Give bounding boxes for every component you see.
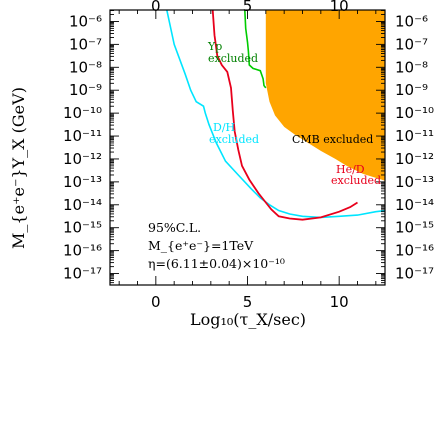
y-tick-label-right: 10⁻¹⁶ [395, 242, 434, 260]
y-tick-label: 10⁻¹⁴ [63, 196, 102, 214]
y-tick-label: 10⁻¹⁵ [63, 219, 102, 237]
y-tick-label-right: 10⁻¹⁷ [395, 265, 434, 283]
y-tick-label-right: 10⁻¹¹ [395, 127, 434, 145]
y-tick-label: 10⁻⁸ [69, 58, 102, 76]
y-tick-label-right: 10⁻¹⁴ [395, 196, 434, 214]
cmb-excluded-label: CMB excluded [292, 133, 373, 146]
y-tick-label: 10⁻¹¹ [63, 127, 102, 145]
axis-ticks [110, 10, 385, 285]
eta-note: η=(6.11±0.04)×10⁻¹⁰ [148, 256, 285, 271]
y-tick-label-right: 10⁻⁹ [395, 81, 428, 99]
dh-excluded-curve [166, 10, 385, 219]
x-tick-label-top: 10 [330, 0, 349, 15]
y-tick-label: 10⁻⁷ [69, 35, 102, 53]
hed-excluded-curve [211, 10, 358, 221]
y-tick-label-right: 10⁻¹⁵ [395, 219, 434, 237]
hed-label: He/D [336, 163, 365, 176]
mass-note: M_{e⁺e⁻}=1TeV [148, 238, 254, 253]
cmb-excluded-region [265, 10, 385, 181]
hed-excluded-label: excluded [331, 174, 381, 187]
y-tick-label: 10⁻⁹ [69, 81, 102, 99]
x-tick-label: 5 [243, 293, 253, 311]
yp-excluded-label: excluded [208, 52, 258, 65]
dh-label: D/H [213, 121, 235, 134]
y-tick-label: 10⁻¹⁶ [63, 242, 102, 260]
y-tick-label-right: 10⁻⁸ [395, 58, 428, 76]
y-tick-label-right: 10⁻¹³ [395, 173, 434, 191]
y-tick-label: 10⁻¹⁰ [63, 104, 102, 122]
y-tick-label-right: 10⁻⁷ [395, 35, 428, 53]
y-tick-label: 10⁻¹³ [63, 173, 102, 191]
yp-excluded-curve [244, 10, 267, 89]
confidence-level-note: 95%C.L. [148, 220, 201, 235]
x-tick-label: 10 [330, 293, 349, 311]
y-tick-label: 10⁻⁶ [69, 12, 102, 30]
y-tick-label: 10⁻¹² [63, 150, 102, 168]
tick-labels: 0 0 5 5 10 10 10⁻⁶ 10⁻⁶ 10⁻⁷ 10⁻⁷ 10⁻⁸ 10⁻⁸ 10⁻⁹ 10⁻⁹… [63, 0, 434, 311]
y-tick-label: 10⁻¹⁷ [63, 265, 102, 283]
plot-area [166, 10, 385, 221]
x-axis-title: Log₁₀(τ_X/sec) [190, 310, 306, 329]
yp-label: Yp [207, 40, 222, 53]
y-axis-title: M_{e⁺e⁻}Y_X (GeV) [9, 87, 28, 249]
x-tick-label: 0 [151, 293, 161, 311]
x-tick-label-top: 0 [151, 0, 161, 15]
x-tick-label-top: 5 [243, 0, 253, 15]
dh-excluded-label: excluded [209, 133, 259, 146]
y-tick-label-right: 10⁻¹⁰ [395, 104, 434, 122]
y-tick-label-right: 10⁻¹² [395, 150, 434, 168]
y-tick-label-right: 10⁻⁶ [395, 12, 428, 30]
